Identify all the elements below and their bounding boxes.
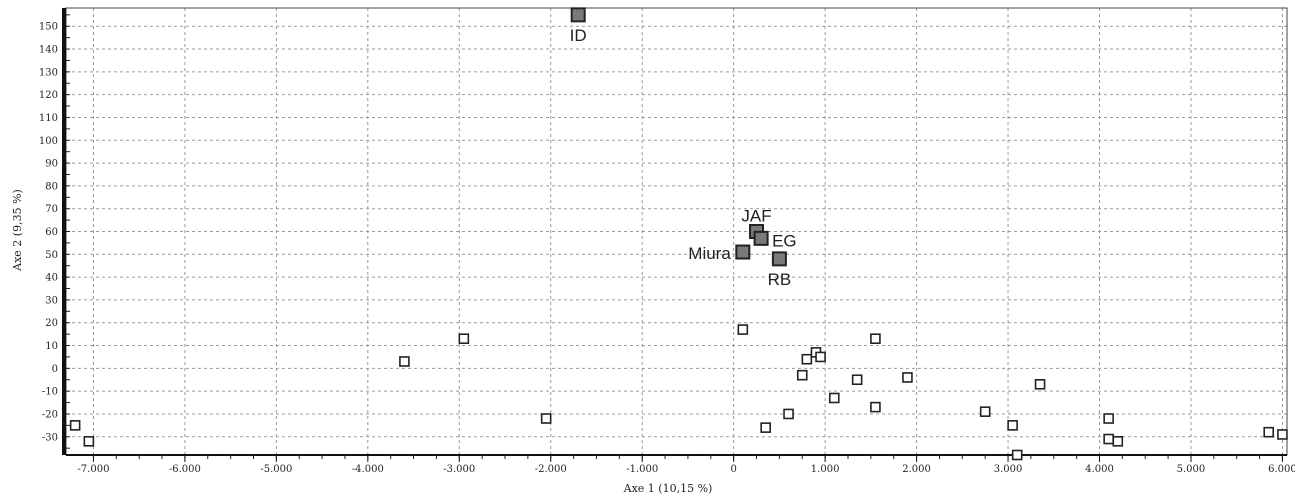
y-tick-label: -10: [42, 387, 58, 398]
x-tick-label: -2.000: [535, 464, 567, 475]
y-tick-label: 30: [45, 295, 58, 306]
x-tick-label: -3.000: [443, 464, 475, 475]
y-axis-bar: [62, 8, 66, 455]
x-tick-label: 0: [730, 464, 736, 475]
grid-lines: [66, 8, 1287, 455]
data-point: [83, 436, 95, 447]
x-tick-label: 1.000: [811, 464, 840, 475]
y-tick-label: 0: [52, 364, 58, 375]
data-point: [801, 353, 813, 365]
x-tick-label: 3.000: [994, 464, 1023, 475]
x-tick-label: -6.000: [169, 464, 201, 475]
axis-ticks: -30 -20 -10 0 10 20 30 40 50 60 70 80 90 100 110 120 130…: [39, 22, 1295, 475]
highlighted-point: [735, 244, 751, 260]
y-tick-label: 40: [45, 273, 58, 284]
data-point: [828, 392, 840, 404]
highlighted-point: [753, 230, 769, 246]
y-tick-label: 50: [45, 250, 58, 261]
data-point: [1277, 429, 1288, 440]
y-tick-label: -30: [42, 432, 58, 443]
data-point: [902, 372, 913, 383]
data-point: [1263, 426, 1275, 438]
data-point: [1011, 449, 1023, 461]
data-point: [870, 333, 881, 344]
y-tick-label: 10: [45, 341, 58, 352]
y-tick-label: 150: [39, 22, 58, 33]
y-tick-label: 120: [39, 90, 58, 101]
x-tick-label: 5.000: [1177, 464, 1206, 475]
data-point: [540, 413, 552, 424]
data-point: [979, 406, 991, 417]
data-point: [69, 420, 81, 431]
y-tick-label: 140: [39, 45, 58, 56]
data-point: [1103, 433, 1114, 445]
y-tick-label: 20: [45, 318, 58, 329]
point-label: Miura: [688, 244, 731, 263]
x-tick-label: -5.000: [260, 464, 292, 475]
y-tick-label: 60: [45, 227, 58, 238]
y-tick-label: 80: [45, 181, 58, 192]
point-label: ID: [570, 26, 587, 45]
y-tick-label: 130: [39, 67, 58, 78]
data-point: [870, 401, 881, 413]
data-point: [1112, 436, 1124, 447]
data-point: [783, 408, 794, 420]
x-axis-title: Axe 1 (10,15 %): [623, 482, 713, 495]
x-tick-label: -4.000: [352, 464, 384, 475]
data-point: [796, 369, 808, 381]
y-tick-label: 70: [45, 204, 58, 215]
data-point: [1103, 413, 1114, 424]
data-point: [737, 324, 749, 335]
data-point: [1007, 420, 1018, 431]
y-tick-label: 100: [39, 136, 58, 147]
x-tick-label: 4.000: [1085, 464, 1114, 475]
data-point: [458, 333, 470, 344]
x-tick-label: 2.000: [902, 464, 931, 475]
data-point: [760, 422, 771, 433]
x-tick-label: -1.000: [626, 464, 658, 475]
highlighted-point: [771, 251, 787, 267]
data-point: [851, 374, 863, 386]
x-tick-label: -7.000: [77, 464, 109, 475]
data-point: [399, 356, 410, 367]
x-tick-label: 6.000: [1268, 464, 1295, 475]
highlighted-point: [570, 7, 586, 23]
y-tick-label: -20: [42, 409, 58, 420]
data-point: [1034, 379, 1046, 390]
plot-border: [65, 7, 1288, 456]
point-label: RB: [768, 270, 792, 289]
point-label: JAF: [741, 207, 771, 226]
y-tick-label: 110: [39, 113, 58, 124]
data-point: [815, 351, 826, 363]
plot-frame: [62, 7, 1288, 459]
y-tick-label: 90: [45, 159, 58, 170]
y-axis-title: Axe 2 (9,35 %): [11, 189, 24, 272]
point-label: EG: [772, 231, 797, 250]
